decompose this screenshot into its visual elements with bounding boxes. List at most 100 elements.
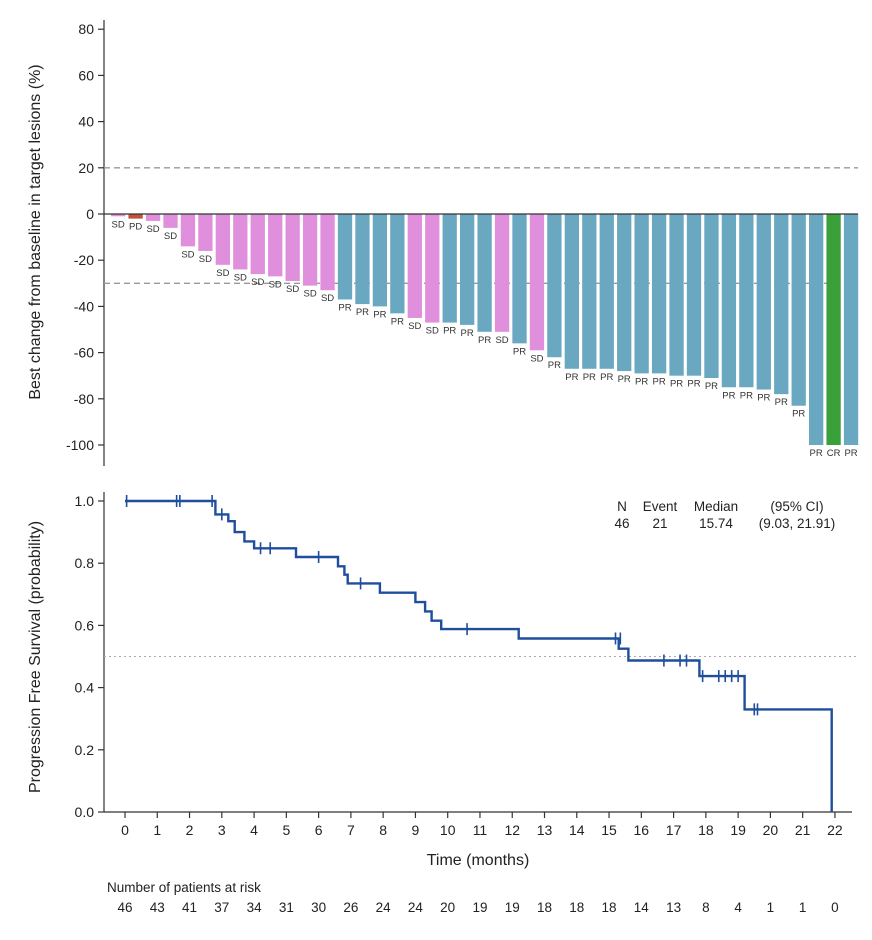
at-risk-count: 43 <box>150 900 165 915</box>
at-risk-count: 31 <box>279 900 294 915</box>
km-x-tick-label: 4 <box>250 822 258 838</box>
waterfall-bar-label: SD <box>164 231 177 242</box>
km-stats-value: (9.03, 21.91) <box>759 516 836 531</box>
at-risk-count: 0 <box>831 900 839 915</box>
waterfall-bar-label: PR <box>792 409 805 420</box>
waterfall-bar <box>111 214 126 217</box>
at-risk-count: 14 <box>634 900 650 915</box>
km-stats-header: (95% CI) <box>770 499 823 514</box>
waterfall-bar-label: PR <box>687 379 700 390</box>
at-risk-count: 46 <box>117 900 132 915</box>
at-risk-count: 30 <box>311 900 326 915</box>
waterfall-bar <box>180 214 196 247</box>
waterfall-bar <box>233 214 248 270</box>
waterfall-bar <box>442 214 457 323</box>
waterfall-bar <box>250 214 265 275</box>
waterfall-bar-label: PR <box>461 328 474 339</box>
waterfall-bar <box>512 214 527 344</box>
waterfall-bar <box>163 214 178 228</box>
at-risk-count: 26 <box>343 900 358 915</box>
waterfall-bar-label: SD <box>112 219 125 230</box>
km-x-tick-label: 20 <box>763 822 779 838</box>
waterfall-bar <box>843 214 859 445</box>
waterfall-bar <box>756 214 771 390</box>
waterfall-bar-label: PR <box>740 390 753 401</box>
waterfall-bar-label: SD <box>408 321 421 332</box>
waterfall-bar <box>686 214 702 376</box>
waterfall-bar-label: SD <box>146 224 159 235</box>
waterfall-bar <box>669 214 684 376</box>
waterfall-y-tick-label: 60 <box>78 67 94 83</box>
waterfall-bar-label: SD <box>234 272 247 283</box>
km-x-tick-label: 19 <box>730 822 746 838</box>
waterfall-bar <box>477 214 492 332</box>
waterfall-bar-label: SD <box>199 254 212 265</box>
waterfall-bar <box>128 214 143 219</box>
km-stats-value: 15.74 <box>699 516 733 531</box>
at-risk-count: 20 <box>440 900 455 915</box>
km-x-tick-label: 0 <box>121 822 129 838</box>
km-x-tick-label: 17 <box>666 822 682 838</box>
km-x-tick-label: 22 <box>827 822 843 838</box>
km-survival-curve <box>125 499 833 812</box>
waterfall-bar-label: PR <box>775 397 788 408</box>
km-x-tick-label: 14 <box>569 822 585 838</box>
waterfall-bar-label: SD <box>286 284 299 295</box>
waterfall-bar-label: PR <box>810 448 823 459</box>
at-risk-count: 13 <box>666 900 681 915</box>
waterfall-bar <box>215 214 230 265</box>
waterfall-bar <box>460 214 475 325</box>
waterfall-y-axis-title: Best change from baseline in target lesi… <box>27 64 44 399</box>
waterfall-bar-label: PR <box>565 372 578 383</box>
waterfall-bar-label: PR <box>513 346 526 357</box>
waterfall-bar <box>617 214 632 372</box>
at-risk-count: 1 <box>799 900 807 915</box>
km-x-tick-label: 16 <box>634 822 650 838</box>
waterfall-bar <box>145 214 161 221</box>
waterfall-bar <box>320 214 335 291</box>
km-x-tick-label: 8 <box>379 822 387 838</box>
km-x-tick-label: 15 <box>601 822 617 838</box>
waterfall-bar <box>425 214 440 323</box>
km-x-tick-label: 12 <box>504 822 520 838</box>
waterfall-y-tick-label: -60 <box>74 345 94 361</box>
km-stats-value: 46 <box>614 516 629 531</box>
km-x-tick-label: 11 <box>473 822 488 838</box>
waterfall-bar-label: PR <box>391 316 404 327</box>
waterfall-bar-label: PR <box>757 393 770 404</box>
waterfall-bar-label: PR <box>443 326 456 337</box>
waterfall-bar-label: PR <box>705 381 718 392</box>
at-risk-count: 4 <box>734 900 742 915</box>
waterfall-bar <box>494 214 510 332</box>
waterfall-bar-label: SD <box>251 277 264 288</box>
waterfall-bar-label: SD <box>321 293 334 304</box>
waterfall-bar <box>739 214 754 388</box>
km-x-tick-label: 13 <box>537 822 553 838</box>
waterfall-bar <box>564 214 579 369</box>
km-stats-header: Median <box>694 499 738 514</box>
km-x-tick-label: 9 <box>412 822 420 838</box>
km-x-tick-label: 7 <box>347 822 355 838</box>
at-risk-count: 37 <box>214 900 229 915</box>
waterfall-bar <box>704 214 719 379</box>
waterfall-bar <box>390 214 405 314</box>
waterfall-y-tick-label: 0 <box>86 206 94 222</box>
waterfall-bar <box>529 214 545 351</box>
km-y-tick-label: 0.0 <box>75 804 95 820</box>
at-risk-count: 18 <box>602 900 617 915</box>
km-x-tick-label: 3 <box>218 822 226 838</box>
at-risk-count: 1 <box>767 900 775 915</box>
waterfall-bar-label: PR <box>548 360 561 371</box>
waterfall-bar-label: PR <box>652 376 665 387</box>
at-risk-count: 41 <box>182 900 197 915</box>
km-x-axis-title: Time (months) <box>427 852 530 869</box>
waterfall-bar <box>285 214 300 281</box>
km-y-tick-label: 0.4 <box>75 680 95 696</box>
km-stats-header: Event <box>643 499 678 514</box>
at-risk-count: 34 <box>247 900 263 915</box>
km-x-tick-label: 21 <box>795 822 811 838</box>
waterfall-bar <box>599 214 614 369</box>
waterfall-bar <box>826 214 841 445</box>
waterfall-bar <box>582 214 597 369</box>
